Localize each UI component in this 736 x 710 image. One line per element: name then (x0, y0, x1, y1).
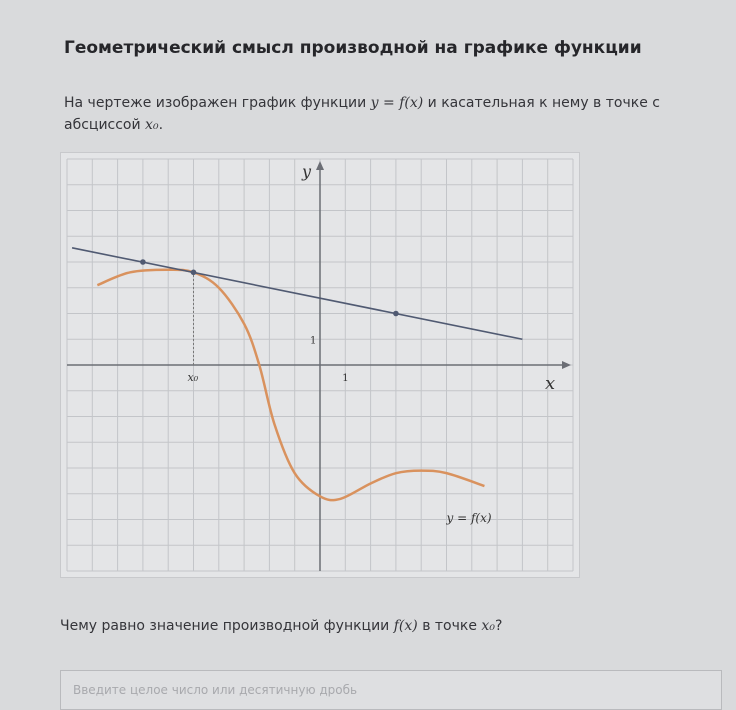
function-curve (96, 268, 485, 502)
intro-text-end: . (158, 117, 164, 133)
y-tick-label: 1 (310, 335, 316, 346)
intro-point: x₀ (145, 117, 159, 133)
intro-function: y = f(x) (370, 95, 424, 111)
question-text-end: ? (494, 618, 503, 634)
answer-input[interactable] (61, 671, 736, 709)
tangent-line (71, 247, 523, 341)
intro-text: На чертеже изображен график функции (64, 95, 371, 111)
question-text: Чему равно значение производной функции (60, 618, 394, 634)
question: Чему равно значение производной функции … (60, 618, 502, 634)
x-tick-label: 1 (342, 373, 348, 384)
curve-label: y = f(x) (446, 511, 492, 525)
answer-field-container[interactable] (60, 670, 736, 710)
x-axis-arrow-icon (562, 361, 571, 369)
graph-svg: x y 1 1 x₀ y = f(x) (66, 158, 574, 572)
page-title: Геометрический смысл производной на граф… (64, 38, 642, 58)
function-graph: x y 1 1 x₀ y = f(x) (60, 152, 580, 578)
x0-label: x₀ (188, 371, 199, 384)
y-axis-arrow-icon (316, 161, 324, 170)
question-function: f(x) (393, 618, 418, 634)
tangent-point (140, 259, 146, 265)
question-point: x₀ (481, 618, 495, 634)
tangent-point (190, 269, 197, 276)
y-axis-label: y (301, 162, 312, 181)
question-text-middle: в точке (417, 618, 482, 634)
x-axis-label: x (545, 373, 555, 394)
intro-text-middle: и касательная к нему в точке с абсциссой (64, 95, 660, 133)
problem-statement: На чертеже изображен график функции y = … (64, 92, 684, 136)
tangent-point (393, 310, 399, 317)
